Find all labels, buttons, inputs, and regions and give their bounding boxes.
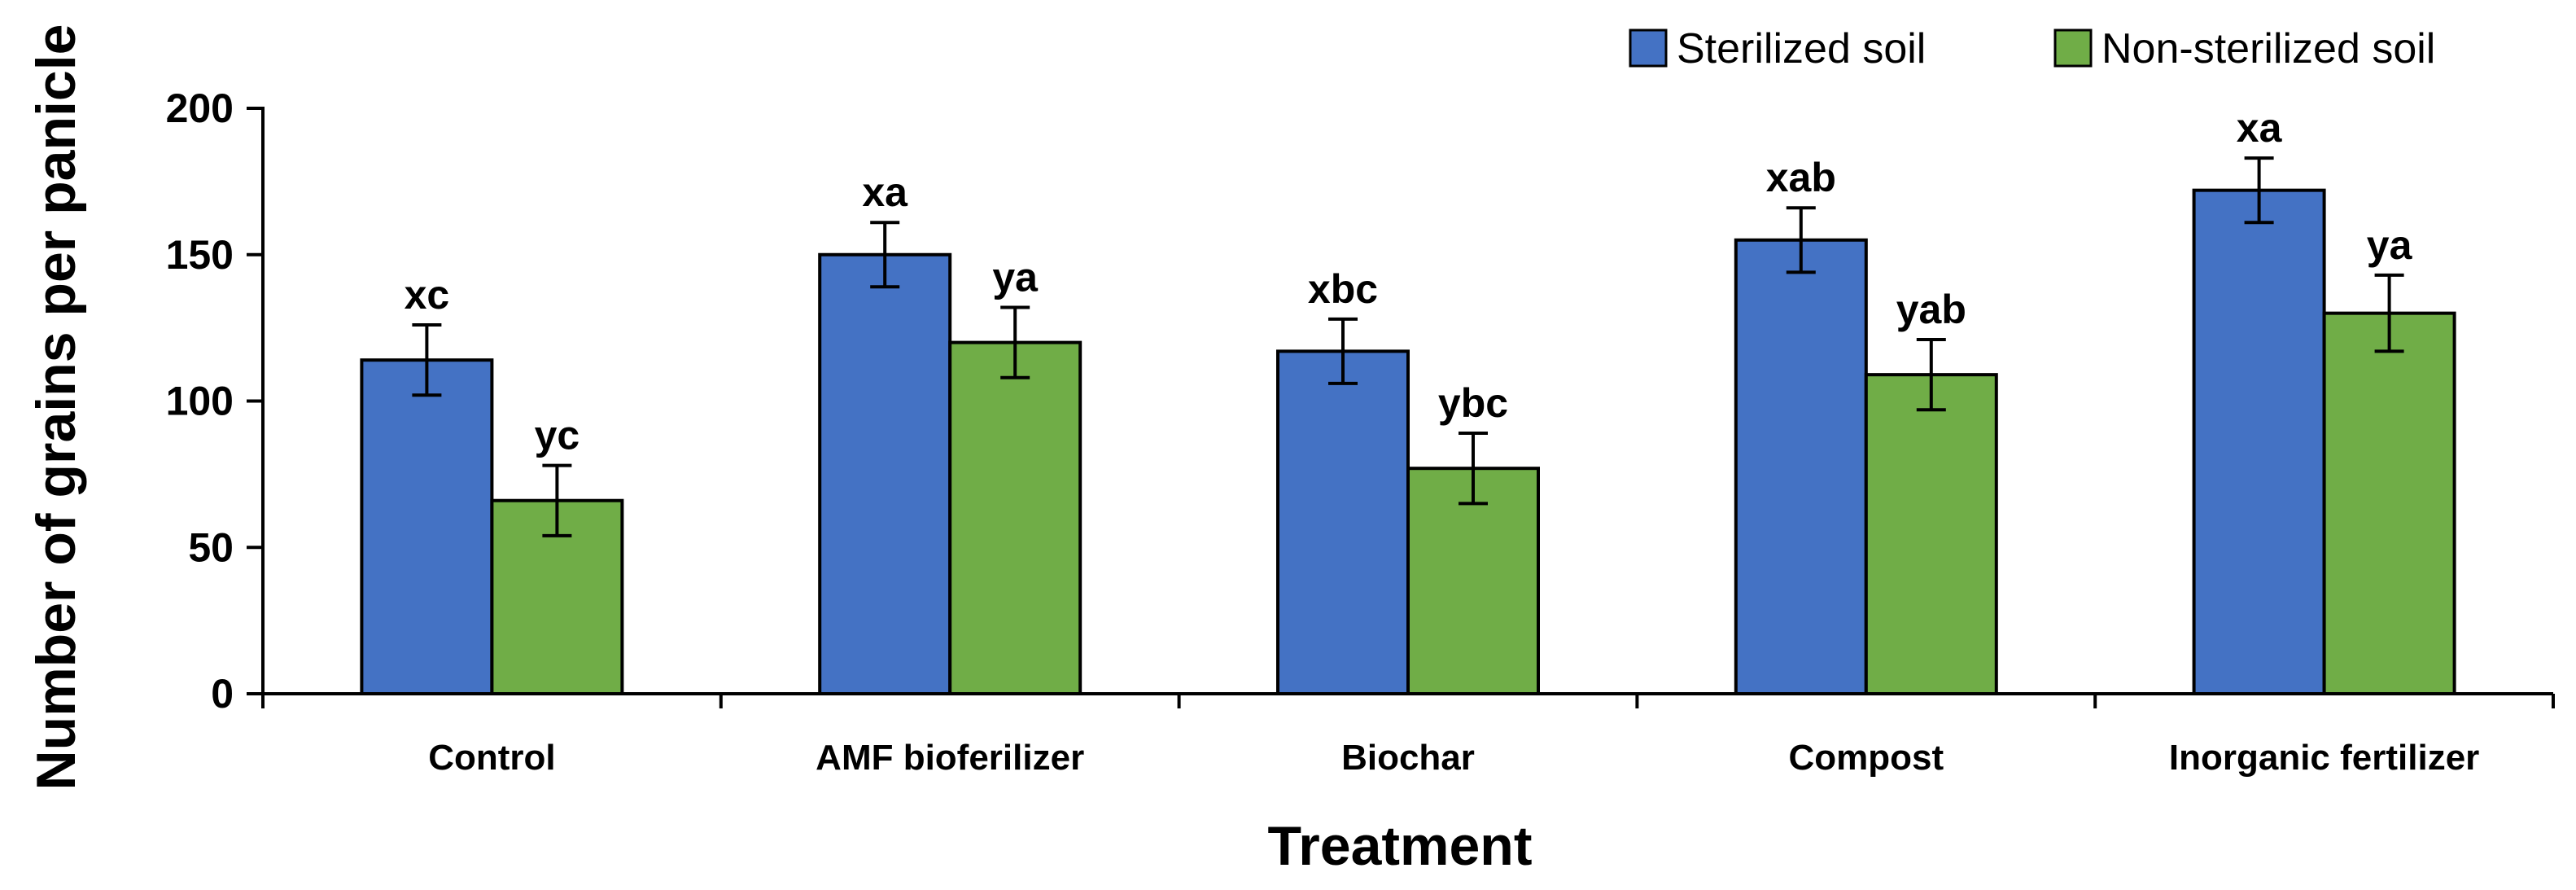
significance-label: yc bbox=[535, 413, 580, 458]
legend-swatch-non-sterilized bbox=[2053, 28, 2093, 68]
significance-label: xa bbox=[2237, 105, 2283, 151]
significance-label: yab bbox=[1896, 287, 1966, 332]
legend: Sterilized soil Non-sterilized soil bbox=[1629, 25, 2435, 72]
significance-label: xbc bbox=[1308, 266, 1378, 312]
y-tick-label: 150 bbox=[166, 232, 234, 278]
legend-label-non-sterilized: Non-sterilized soil bbox=[2101, 25, 2435, 72]
legend-swatch-sterilized bbox=[1629, 28, 1668, 68]
legend-label-sterilized: Sterilized soil bbox=[1677, 25, 1926, 72]
bar-sterilized-1 bbox=[818, 252, 952, 695]
bar-non-sterilized-1 bbox=[948, 340, 1082, 695]
bar-non-sterilized-3 bbox=[1864, 373, 1998, 695]
significance-label: xc bbox=[405, 272, 450, 318]
significance-label: ya bbox=[2367, 222, 2413, 268]
significance-label: xa bbox=[862, 169, 908, 215]
y-axis-title: Number of grains per panicle bbox=[25, 24, 87, 791]
legend-entry-sterilized: Sterilized soil bbox=[1629, 25, 1926, 72]
bar-non-sterilized-4 bbox=[2322, 311, 2456, 695]
y-tick-label: 50 bbox=[188, 524, 234, 570]
bar-sterilized-2 bbox=[1276, 349, 1410, 695]
plot-area: 0 50 100 150 200 xc yc Control xa ya AMF bioferili… bbox=[166, 85, 2555, 778]
bar-sterilized-3 bbox=[1734, 238, 1868, 695]
y-tick-label: 200 bbox=[166, 85, 234, 131]
x-axis-title: Treatment bbox=[1268, 815, 1533, 877]
legend-entry-non-sterilized: Non-sterilized soil bbox=[2053, 25, 2435, 72]
y-tick-label: 100 bbox=[166, 379, 234, 424]
bar-sterilized-4 bbox=[2192, 188, 2326, 696]
y-tick-label: 0 bbox=[211, 671, 234, 717]
x-tick-label: AMF bioferilizer bbox=[816, 738, 1084, 778]
x-tick-label: Biochar bbox=[1341, 738, 1475, 778]
x-tick-label: Compost bbox=[1788, 738, 1944, 778]
significance-label: ybc bbox=[1438, 380, 1508, 426]
x-tick-label: Control bbox=[428, 738, 555, 778]
significance-label: ya bbox=[992, 254, 1039, 300]
bar-non-sterilized-2 bbox=[1406, 467, 1540, 695]
x-tick-label: Inorganic fertilizer bbox=[2169, 738, 2479, 778]
significance-label: xab bbox=[1766, 155, 1836, 200]
bar-sterilized-0 bbox=[360, 358, 494, 695]
